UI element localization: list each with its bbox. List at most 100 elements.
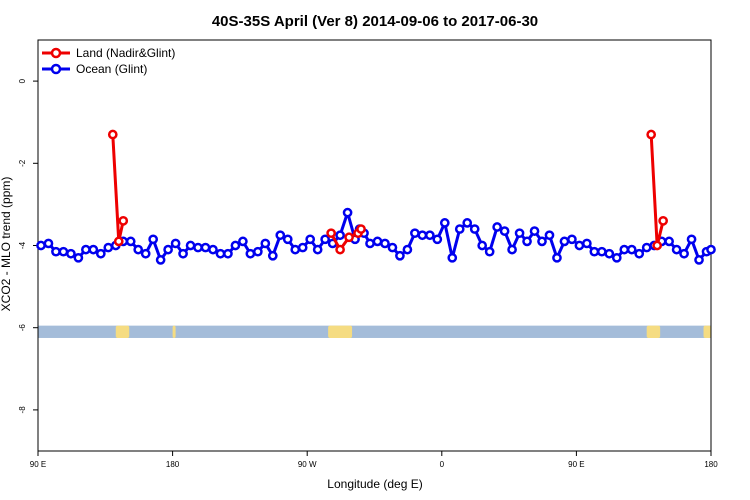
chart-title: 40S-35S April (Ver 8) 2014-09-06 to 2017… [212,13,538,30]
land-series-seg1-point-4 [356,224,366,234]
land-series-seg0-point-2 [118,215,129,226]
ocean-series-point-8 [95,248,106,259]
ocean-series-point-24 [215,248,226,259]
x-tick-label-1: 180 [166,460,180,469]
land-series-seg2-point-2 [658,215,668,226]
ocean-series-point-91 [706,244,716,255]
ocean-series-point-75 [589,246,600,257]
ocean-series-point-87 [679,248,689,259]
ocean-series-point-22 [200,242,211,253]
x-tick-label-4: 90 E [568,460,584,469]
legend: Land (Nadir&Glint) Ocean (Glint) [42,46,175,76]
map-strip-land-1 [172,325,176,338]
y-axis: 0 -2 -4 -6 -8 [18,78,38,413]
ocean-series-point-2 [51,246,61,257]
ocean-series-point-63 [499,226,510,236]
land-series-seg1-point-2 [344,232,354,243]
x-tick-label-0: 90 E [30,460,46,469]
ocean-series-point-13 [133,244,144,255]
land-series-seg2-line [649,134,665,247]
ocean-series-point-53 [424,230,435,241]
ocean-series-point-30 [260,238,271,249]
ocean-series-point-72 [567,234,577,245]
ocean-series-point-48 [387,242,398,253]
ocean-series-point-41 [342,207,353,218]
ocean-series-point-88 [686,234,697,245]
ocean-series-point-58 [462,218,473,228]
y-tick-label-1: -2 [18,159,27,167]
ocean-series-point-51 [410,228,420,239]
x-axis: 90 E 180 90 W 0 90 E 180 [30,451,718,469]
ocean-series-point-55 [439,218,450,228]
map-strip-land-4 [703,325,711,338]
ocean-series-point-59 [469,224,480,234]
y-tick-label-0: 0 [18,78,27,83]
ocean-series-point-15 [148,234,159,245]
ocean-series-point-20 [185,240,196,251]
land-series-seg0-point-1 [113,236,124,247]
ocean-series-point-54 [432,234,443,245]
legend-label-land: Land (Nadir&Glint) [76,46,175,60]
ocean-series-point-76 [596,246,607,257]
ocean-series-point-85 [664,236,674,247]
ocean-series-point-52 [417,230,428,241]
ocean-series-point-64 [507,244,517,255]
ocean-series-point-32 [275,230,286,241]
x-tick-label-2: 90 W [298,460,317,469]
ocean-series-point-16 [155,255,166,265]
land-series-seg2-point-0 [646,129,657,140]
ocean-series-point-5 [73,252,84,263]
ocean-series-point-29 [252,246,263,257]
ocean-series-point-71 [559,236,570,247]
ocean-series-point-47 [380,238,390,249]
ocean-series-point-80 [626,244,637,255]
ocean-series-point-69 [544,230,555,241]
ocean-series-point-86 [671,244,682,255]
map-strip [38,325,711,338]
ocean-series-point-12 [125,236,136,247]
y-tick-label-3: -6 [18,324,27,332]
land-series-seg1-point-1 [335,244,345,255]
ocean-series-point-6 [81,244,91,255]
ocean-series-point-70 [552,252,562,263]
ocean-series-point-65 [514,228,525,239]
x-axis-label: Longitude (deg E) [327,477,422,491]
ocean-series-point-89 [694,255,704,265]
ocean-series-point-35 [297,242,308,253]
land-series-seg0-point-0 [107,129,118,140]
ocean-series-point-67 [529,226,540,236]
map-strip-land-3 [646,325,661,338]
ocean-series-point-57 [454,224,465,234]
ocean-series-point-23 [208,244,218,255]
ocean-series-point-61 [484,246,495,257]
ocean-series-point-31 [267,250,278,261]
ocean-series-point-49 [395,250,405,261]
ocean-series-point-27 [238,236,248,247]
ocean-series-point-17 [163,244,173,255]
ocean-series-point-38 [320,234,330,245]
ocean-series-point-9 [103,242,114,253]
ocean-series-point-19 [178,248,188,259]
ocean-series-point-46 [372,236,383,247]
ocean-series-point-50 [402,244,413,255]
ocean-series-point-79 [619,244,630,255]
ocean-series-point-0 [36,240,46,251]
ocean-series-point-1 [43,238,54,249]
ocean-series-point-4 [66,248,76,259]
ocean-series-point-26 [230,240,241,251]
map-strip-ocean [38,325,711,338]
ocean-series-point-66 [522,236,532,247]
ocean-series-point-21 [193,242,203,253]
ocean-series-point-74 [582,238,592,249]
ocean-series-point-18 [170,238,181,249]
land-series-seg1-point-0 [326,228,336,239]
ocean-series-point-7 [88,244,99,255]
y-axis-label: XCO2 - MLO trend (ppm) [0,177,13,312]
series-group [36,129,716,265]
map-strip-land-2 [328,325,353,338]
ocean-series-point-60 [477,240,488,251]
land-series-seg2-point-1 [652,240,663,251]
ocean-series-point-25 [223,248,233,259]
ocean-series-point-62 [492,222,502,232]
